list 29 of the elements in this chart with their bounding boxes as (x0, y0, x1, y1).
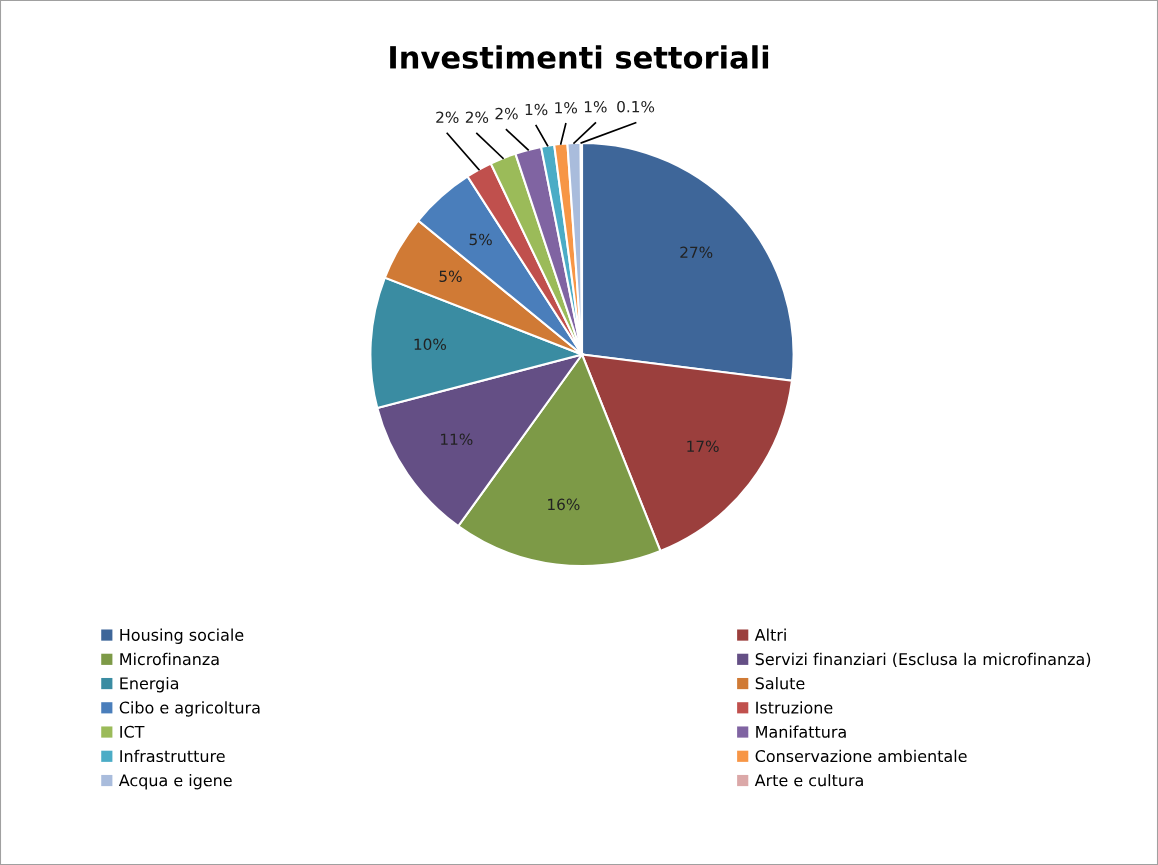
data-label: 1% (584, 101, 607, 113)
legend-label: Conservazione ambientale (755, 749, 967, 763)
data-label: 5% (469, 233, 492, 246)
data-label: 17% (687, 440, 719, 453)
data-label: 2% (495, 107, 518, 120)
legend-label: Salute (755, 677, 805, 690)
legend-label: ICT (120, 725, 145, 738)
legend-label: Cibo e agricoltura (119, 701, 260, 717)
data-label: 0.1% (617, 100, 655, 113)
legend-label: Microfinanza (120, 652, 219, 666)
legend-label: Acqua e igene (118, 773, 232, 790)
chart-title: Investimenti settoriali (390, 45, 769, 69)
data-label: 16% (548, 498, 580, 511)
legend-label: Manifattura (756, 725, 846, 738)
legend-label: Altri (754, 628, 786, 641)
data-label: 11% (441, 433, 473, 446)
data-label: 10% (414, 338, 447, 351)
data-label: 27% (680, 246, 713, 259)
legend-label: Istruzione (756, 701, 833, 714)
legend-label: Infrastrutture (120, 749, 225, 763)
legend-label: Energia (120, 677, 179, 693)
data-label: 1% (525, 103, 548, 116)
data-label: 1% (555, 101, 578, 114)
legend-label: Housing sociale (120, 628, 244, 644)
legend-label: Servizi finanziari (Esclusa la microfinanza) (755, 652, 1091, 668)
data-label: 5% (439, 270, 462, 283)
data-label: 2% (436, 111, 459, 124)
legend-label: Arte e cultura (754, 773, 863, 787)
data-label: 2% (465, 111, 489, 124)
